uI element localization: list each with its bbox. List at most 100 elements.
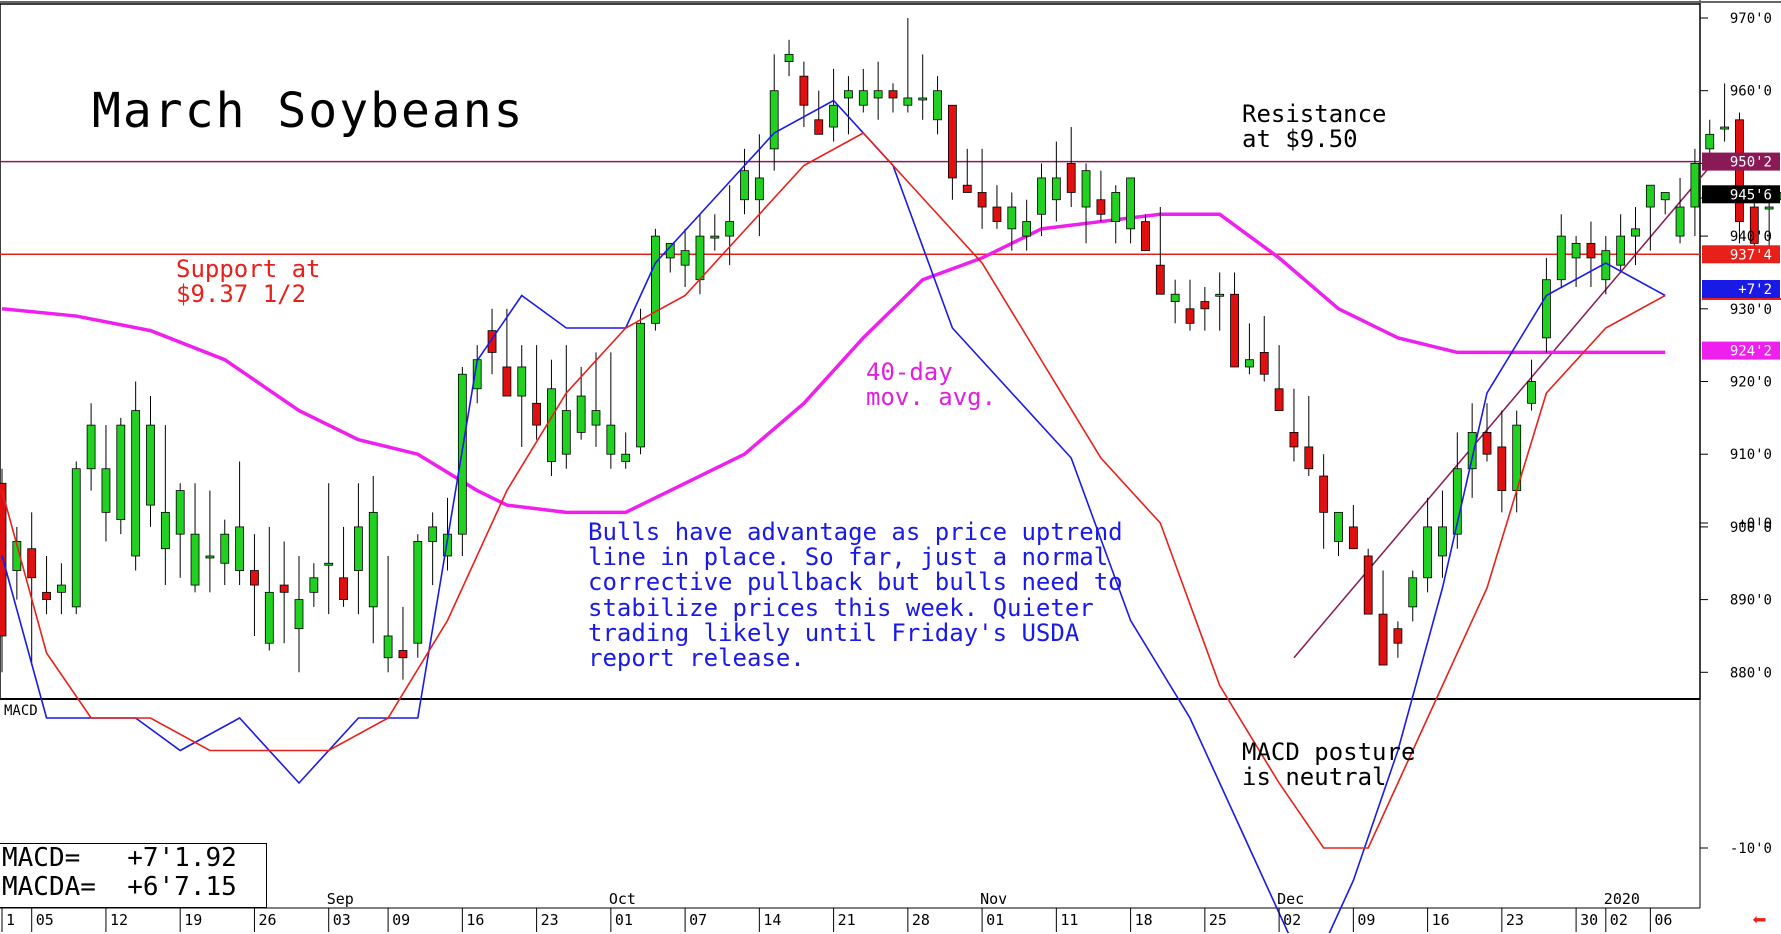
candle-body bbox=[1096, 199, 1106, 215]
candle-body bbox=[1259, 352, 1269, 375]
candle bbox=[1111, 185, 1121, 244]
candle-body bbox=[250, 570, 259, 586]
date-tick-label: 26 bbox=[258, 911, 276, 929]
month-label: Nov bbox=[980, 890, 1007, 908]
candle bbox=[1497, 410, 1507, 513]
macd-readout: MACD= +7'1.92 bbox=[2, 843, 237, 873]
candle-body bbox=[1230, 293, 1239, 368]
candle-body bbox=[160, 511, 170, 550]
candle bbox=[1259, 316, 1269, 382]
price-tick-label: 970'0 bbox=[1730, 11, 1772, 27]
candle-body bbox=[1735, 119, 1744, 222]
candle bbox=[621, 432, 631, 469]
candle-body bbox=[1645, 184, 1655, 208]
candle-body bbox=[1690, 162, 1700, 208]
candle-body bbox=[368, 511, 378, 608]
price-tick-label: 880'0 bbox=[1730, 665, 1772, 681]
price-tick-label: 960'0 bbox=[1730, 84, 1772, 100]
candle bbox=[398, 606, 408, 680]
candle-body bbox=[962, 184, 972, 193]
candle-body bbox=[1631, 228, 1640, 237]
candle-body bbox=[873, 90, 883, 99]
price-tag-label: 937'4 bbox=[1730, 247, 1772, 263]
candle bbox=[1660, 192, 1670, 215]
candle bbox=[1645, 184, 1655, 251]
candle-body bbox=[116, 424, 126, 521]
price-tag-label: +7'2 bbox=[1738, 282, 1772, 298]
candle bbox=[754, 134, 764, 237]
candle bbox=[368, 476, 378, 644]
candle-body bbox=[1037, 177, 1046, 215]
arrow-left-icon[interactable]: ⬅ bbox=[1752, 906, 1767, 934]
candle bbox=[1467, 403, 1477, 498]
candle-body bbox=[1200, 301, 1210, 310]
candle bbox=[977, 148, 987, 229]
candle bbox=[1675, 177, 1685, 244]
candle bbox=[383, 555, 393, 673]
candle bbox=[858, 68, 868, 113]
candle-body bbox=[1764, 206, 1774, 210]
candle bbox=[428, 512, 438, 586]
candle bbox=[576, 366, 586, 440]
candle bbox=[1452, 432, 1462, 549]
candle bbox=[1408, 570, 1418, 622]
candle bbox=[844, 76, 853, 135]
candle bbox=[1556, 214, 1566, 287]
candle bbox=[962, 148, 972, 193]
candle-body bbox=[1245, 359, 1254, 368]
candle-body bbox=[1215, 293, 1225, 297]
candle bbox=[457, 366, 467, 556]
candle bbox=[339, 526, 348, 607]
price-tick-label: 900'0 bbox=[1730, 520, 1772, 536]
candle-body bbox=[235, 526, 245, 571]
candle-body bbox=[1586, 242, 1596, 259]
candle bbox=[294, 555, 304, 673]
candle-body bbox=[1170, 293, 1180, 302]
macd-tick-label: +0'0 bbox=[1738, 516, 1772, 532]
candle bbox=[1393, 621, 1403, 658]
candle-body bbox=[71, 468, 81, 608]
candle-body bbox=[888, 90, 898, 99]
candle-body bbox=[754, 177, 764, 201]
candle-body bbox=[1289, 431, 1299, 448]
price-tag bbox=[1702, 245, 1780, 264]
candle bbox=[561, 345, 571, 469]
candle bbox=[27, 512, 37, 666]
candle bbox=[1363, 548, 1373, 615]
candle-body bbox=[992, 206, 1002, 222]
candle bbox=[1378, 570, 1388, 666]
price-tick-label: 910'0 bbox=[1730, 447, 1772, 463]
candle bbox=[1155, 207, 1165, 295]
candle-body bbox=[606, 424, 616, 455]
candle-body bbox=[146, 424, 155, 506]
candle-body bbox=[651, 235, 660, 324]
candle bbox=[57, 563, 66, 615]
candle-body bbox=[1334, 511, 1343, 542]
candle bbox=[1586, 221, 1596, 287]
candle-body bbox=[1141, 221, 1150, 252]
candle-body bbox=[1378, 613, 1388, 666]
candle bbox=[309, 563, 319, 607]
candle bbox=[1438, 490, 1447, 578]
candle bbox=[190, 483, 200, 593]
candle bbox=[160, 425, 170, 586]
candle-body bbox=[1111, 192, 1121, 222]
candle-body bbox=[918, 97, 928, 101]
candle-body bbox=[27, 548, 37, 579]
price-tick-label: 920'0 bbox=[1730, 375, 1772, 391]
date-tick-label: 25 bbox=[1209, 911, 1227, 929]
candle-body bbox=[547, 388, 556, 462]
candle-body bbox=[903, 97, 913, 106]
candle bbox=[443, 497, 452, 571]
date-tick-label: 30 bbox=[1580, 911, 1598, 929]
candle bbox=[1542, 257, 1551, 353]
candle bbox=[1304, 396, 1314, 477]
date-tick-label: 23 bbox=[541, 911, 559, 929]
candle bbox=[235, 461, 245, 586]
date-tick-label: 11 bbox=[1060, 911, 1078, 929]
candle-body bbox=[725, 221, 735, 237]
candle bbox=[918, 54, 928, 120]
candle bbox=[205, 490, 215, 593]
candle-body bbox=[413, 541, 423, 644]
